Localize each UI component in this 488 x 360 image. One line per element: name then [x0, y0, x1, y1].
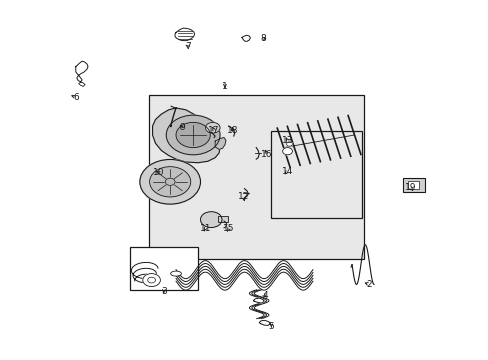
- Circle shape: [165, 178, 175, 185]
- Bar: [271, 131, 361, 218]
- Text: 4: 4: [262, 292, 267, 300]
- Circle shape: [282, 148, 292, 155]
- Text: 19: 19: [404, 184, 416, 192]
- Polygon shape: [152, 108, 220, 163]
- Text: 11: 11: [199, 224, 211, 233]
- Bar: [407, 181, 418, 189]
- Text: 15: 15: [223, 224, 234, 233]
- Bar: [129, 247, 198, 290]
- Circle shape: [200, 212, 222, 228]
- Circle shape: [166, 115, 220, 155]
- Text: 7: 7: [185, 42, 191, 51]
- Text: 8: 8: [260, 34, 265, 43]
- Circle shape: [142, 274, 160, 287]
- Polygon shape: [242, 35, 250, 41]
- Polygon shape: [175, 28, 194, 41]
- Polygon shape: [215, 138, 225, 149]
- Text: 6: 6: [72, 93, 79, 102]
- Text: 1: 1: [222, 82, 227, 91]
- Circle shape: [176, 122, 210, 148]
- Circle shape: [147, 277, 155, 283]
- Text: 12: 12: [237, 192, 249, 201]
- Text: 5: 5: [268, 322, 274, 331]
- Polygon shape: [76, 61, 88, 82]
- Text: 18: 18: [226, 126, 238, 135]
- Text: 17: 17: [208, 126, 220, 135]
- Circle shape: [149, 167, 190, 197]
- Bar: [217, 216, 228, 222]
- Polygon shape: [79, 82, 85, 86]
- Circle shape: [286, 142, 292, 146]
- Circle shape: [205, 122, 220, 133]
- Text: 13: 13: [281, 136, 293, 145]
- Ellipse shape: [170, 271, 181, 276]
- Polygon shape: [253, 298, 264, 303]
- Text: 3: 3: [161, 287, 166, 296]
- Bar: [403, 178, 424, 192]
- Text: 14: 14: [281, 166, 293, 175]
- Text: 16: 16: [261, 150, 272, 158]
- Polygon shape: [259, 320, 269, 325]
- Bar: [149, 95, 364, 259]
- Text: 10: 10: [153, 168, 164, 177]
- Circle shape: [140, 159, 200, 204]
- Text: 9: 9: [179, 123, 184, 132]
- Text: 2: 2: [365, 280, 371, 289]
